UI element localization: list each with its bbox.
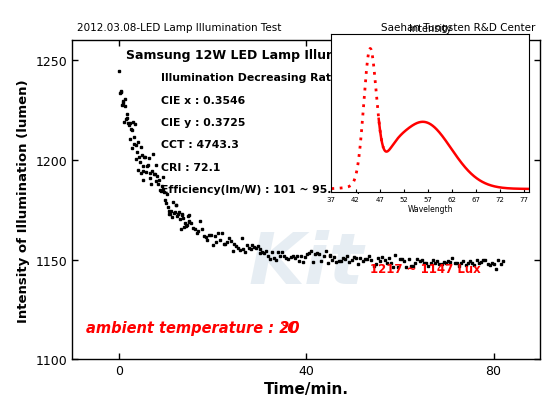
- Title: Intensity: Intensity: [409, 24, 452, 34]
- Text: ambient temperature : 20: ambient temperature : 20: [86, 320, 300, 335]
- X-axis label: Time/min.: Time/min.: [264, 381, 349, 396]
- X-axis label: Wavelength: Wavelength: [408, 204, 453, 213]
- Text: CRI : 72.1: CRI : 72.1: [162, 162, 221, 172]
- Text: Kit: Kit: [249, 230, 364, 298]
- Text: °C: °C: [281, 320, 299, 335]
- Text: 2012.03.08-LED Lamp Illumination Test: 2012.03.08-LED Lamp Illumination Test: [77, 24, 281, 33]
- Text: CCT : 4743.3: CCT : 4743.3: [162, 140, 239, 150]
- Text: CIE x : 0.3546: CIE x : 0.3546: [162, 95, 246, 105]
- Y-axis label: Intensity of Illumination (lumen): Intensity of Illumination (lumen): [17, 79, 30, 322]
- Text: Efficiency(lm/W) : 101 ~ 95.5 lm/W: Efficiency(lm/W) : 101 ~ 95.5 lm/W: [162, 184, 374, 195]
- Text: Saehan Tungsten R&D Center: Saehan Tungsten R&D Center: [381, 24, 536, 33]
- Text: Illumination Decreasing Rate(%) : 5.75: Illumination Decreasing Rate(%) : 5.75: [162, 73, 398, 83]
- Text: 1217 ~ 1147 Lux: 1217 ~ 1147 Lux: [369, 262, 480, 275]
- Text: Samsung 12W LED Lamp Illumination Test: Samsung 12W LED Lamp Illumination Test: [126, 49, 421, 62]
- Text: CIE y : 0.3725: CIE y : 0.3725: [162, 118, 246, 128]
